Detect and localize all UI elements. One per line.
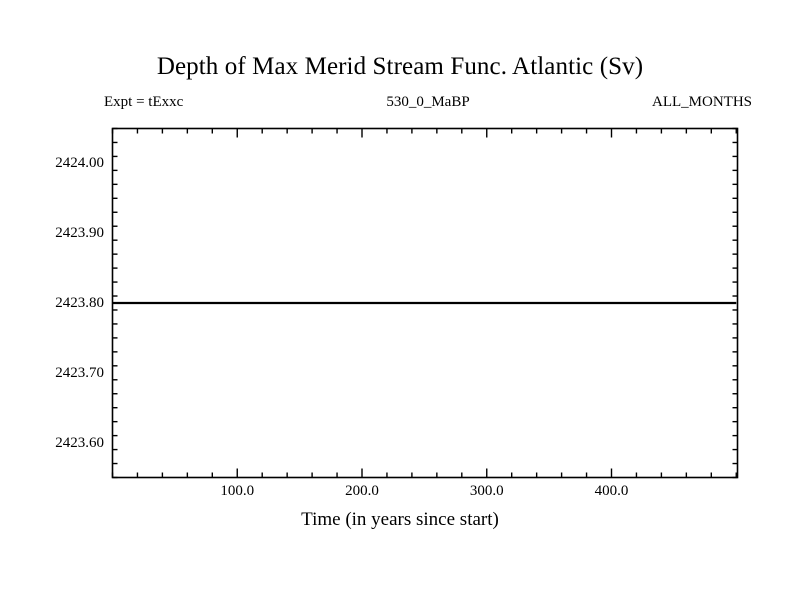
- x-tick-label: 300.0: [469, 483, 504, 499]
- y-tick-label: 2423.90: [55, 225, 104, 242]
- y-tick-label: 2423.80: [55, 295, 104, 311]
- y-tick-label: 2423.70: [55, 364, 104, 381]
- page-title: Depth of Max Merid Stream Func. Atlantic…: [156, 53, 644, 80]
- subtitle-experiment: Expt = tExxc: [104, 94, 184, 110]
- axis-ticks: [111, 127, 738, 479]
- subtitle-row: Expt = tExxc 530_0_MaBP ALL_MONTHS: [104, 92, 752, 112]
- x-axis-title: Time (in years since start): [301, 509, 499, 530]
- x-tick-label: 200.0: [345, 483, 379, 499]
- subtitle-dataset: 530_0_MaBP: [386, 94, 470, 110]
- x-tick-label: 400.0: [594, 483, 629, 499]
- subtitle-period: ALL_MONTHS: [652, 94, 752, 110]
- x-tick-label: 100.0: [220, 483, 255, 499]
- y-tick-label: 2423.60: [55, 434, 104, 451]
- y-tick-label: 2424.00: [55, 155, 104, 172]
